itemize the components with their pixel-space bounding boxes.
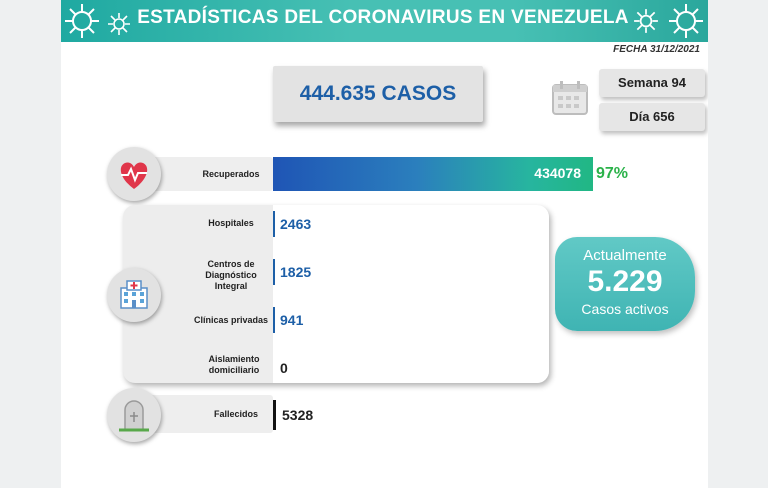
active-cases-line1: Actualmente bbox=[583, 247, 667, 264]
dia-pill: Día 656 bbox=[599, 103, 705, 131]
report-date: FECHA 31/12/2021 bbox=[613, 44, 700, 55]
recuperados-value: 434078 bbox=[534, 165, 581, 181]
fallecidos-label: Fallecidos bbox=[213, 409, 258, 419]
clinicas-value: 941 bbox=[280, 312, 304, 328]
stats-card: ESTADÍSTICAS DEL CORONAVIRUS EN VENEZUEL… bbox=[61, 0, 708, 488]
active-cases-value: 5.229 bbox=[587, 265, 663, 298]
header-banner: ESTADÍSTICAS DEL CORONAVIRUS EN VENEZUEL… bbox=[61, 0, 708, 42]
hospital-icon-circle bbox=[107, 268, 161, 322]
cdi-bar bbox=[273, 259, 275, 285]
recuperados-percent: 97% bbox=[596, 165, 629, 182]
aislamiento-value: 0 bbox=[280, 360, 288, 376]
clinicas-bar bbox=[273, 307, 275, 333]
fallecidos-icon-circle bbox=[107, 388, 161, 442]
recuperados-bar: 434078 bbox=[273, 157, 593, 191]
cdi-value: 1825 bbox=[280, 264, 312, 280]
hospital-icon bbox=[120, 280, 148, 309]
hospitales-label: Hospitales bbox=[208, 218, 254, 228]
active-cases-badge: Actualmente 5.229 Casos activos bbox=[555, 237, 695, 331]
semana-pill: Semana 94 bbox=[599, 69, 705, 97]
total-cases-box: 444.635 CASOS bbox=[273, 66, 483, 122]
fallecidos-value: 5328 bbox=[282, 407, 314, 423]
virus-icon bbox=[65, 4, 99, 38]
virus-icon bbox=[108, 13, 130, 35]
hospitalization-values-panel bbox=[273, 205, 549, 383]
page-title: ESTADÍSTICAS DEL CORONAVIRUS EN VENEZUEL… bbox=[137, 7, 629, 28]
hospitales-value: 2463 bbox=[280, 216, 312, 232]
recuperados-icon-circle bbox=[107, 147, 161, 201]
cdi-label: Centros de Diagnóstico Integral bbox=[205, 259, 257, 291]
virus-icon bbox=[634, 9, 658, 33]
fallecidos-bar bbox=[273, 400, 276, 430]
virus-icon bbox=[669, 4, 703, 38]
hospitales-bar bbox=[273, 211, 275, 237]
aislamiento-label: Aislamiento domiciliario bbox=[208, 354, 260, 375]
tombstone-icon bbox=[119, 400, 149, 432]
calendar-icon bbox=[552, 81, 588, 115]
recuperados-label: Recuperados bbox=[202, 169, 260, 179]
active-cases-line2: Casos activos bbox=[581, 301, 669, 317]
total-cases: 444.635 CASOS bbox=[299, 82, 457, 105]
clinicas-label: Clínicas privadas bbox=[193, 315, 269, 325]
heart-monitor-icon bbox=[120, 162, 148, 189]
